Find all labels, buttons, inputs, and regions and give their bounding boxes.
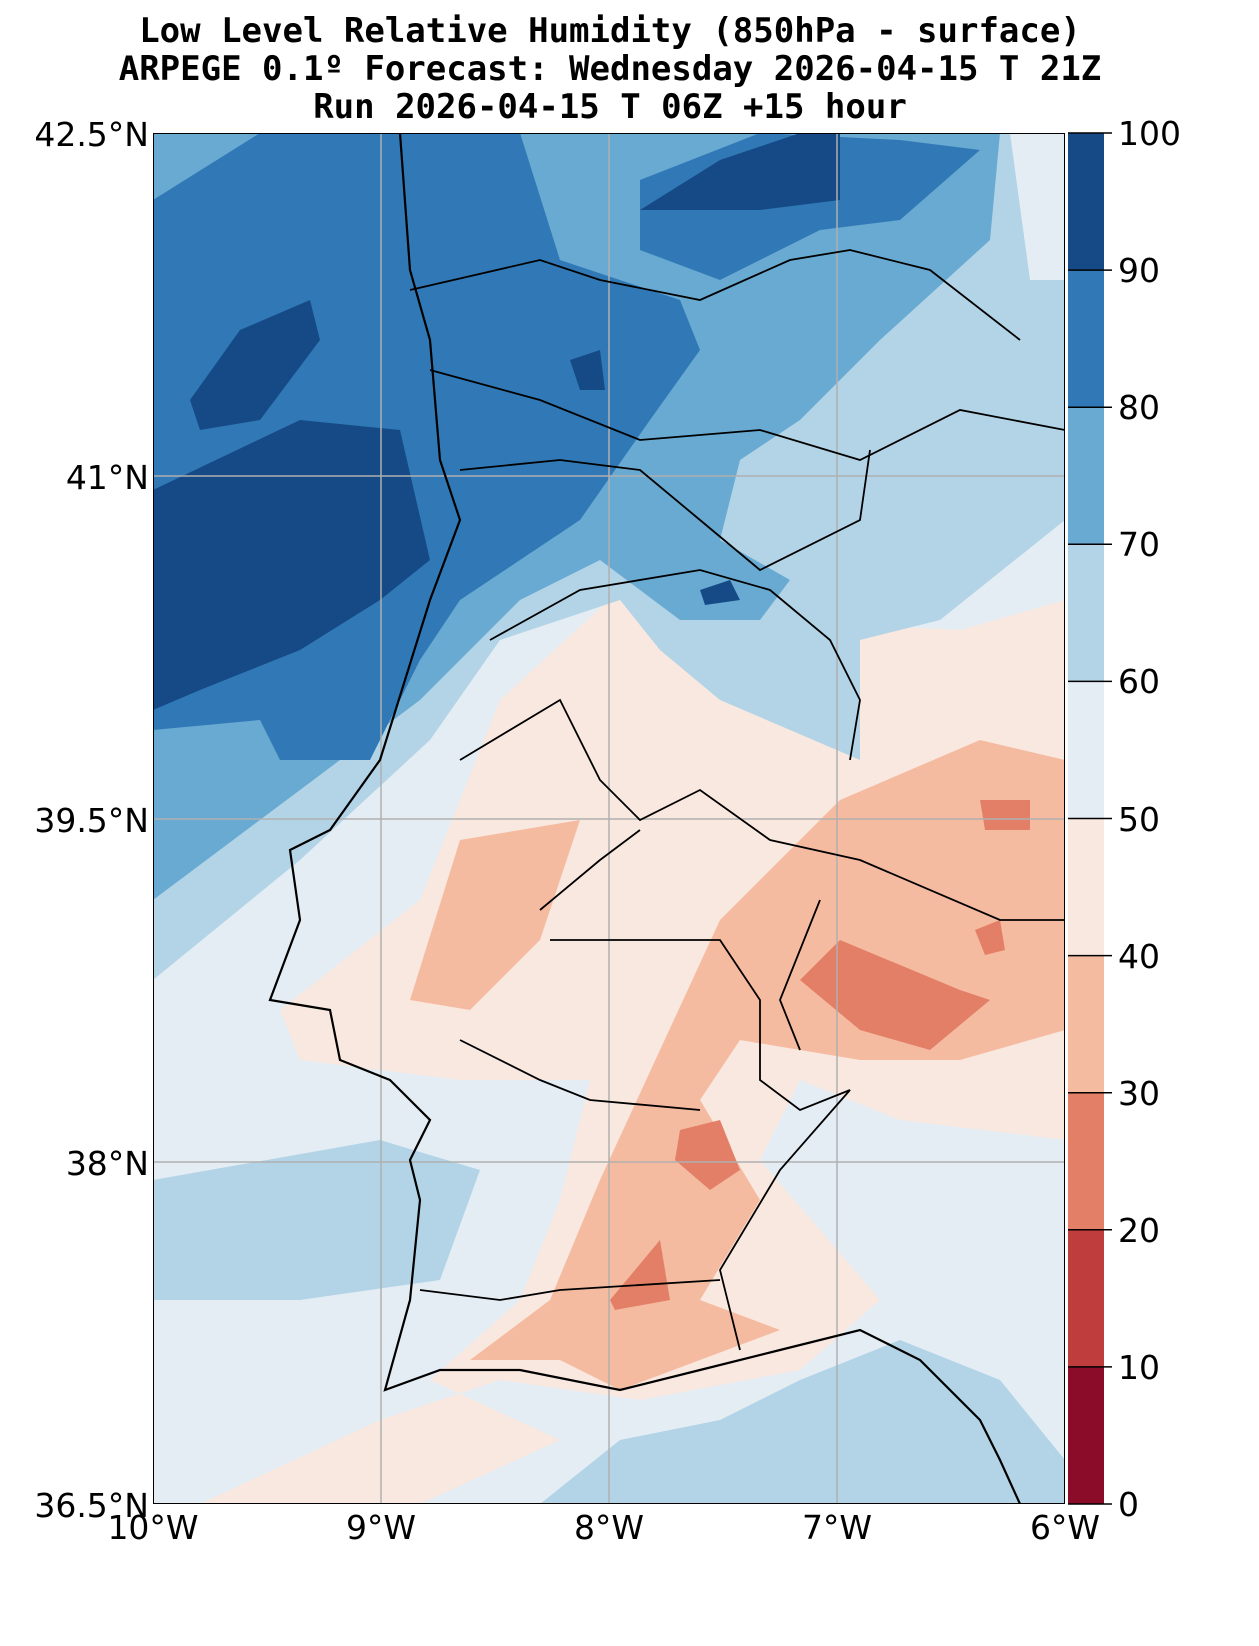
lon-tick: 8°W (573, 1508, 645, 1547)
colorbar-label: 70 (1118, 525, 1160, 565)
colorbar-label: 50 (1118, 799, 1160, 839)
colorbar-label: 100 (1118, 114, 1181, 153)
lon-tick: 7°W (801, 1508, 873, 1547)
colorbar-segment (1068, 955, 1104, 1094)
colorbar-segment (1068, 1229, 1104, 1368)
colorbar-segment (1068, 133, 1104, 271)
title-line-3: Run 2026-04-15 T 06Z +15 hour (313, 87, 907, 127)
lat-tick: 36.5°N (34, 1486, 149, 1525)
colorbar-segment (1068, 1092, 1104, 1231)
humidity-contours (153, 133, 1065, 1504)
gridlines (153, 133, 1065, 1504)
lat-tick: 39.5°N (34, 801, 149, 840)
lat-tick: 38°N (65, 1144, 149, 1183)
contour-20-30 (610, 800, 1030, 1310)
colorbar (1068, 132, 1112, 1505)
title-line-1: Low Level Relative Humidity (850hPa - su… (139, 11, 1081, 51)
coastline (268, 133, 1022, 1504)
colorbar-label: 20 (1118, 1210, 1160, 1250)
region-borders (409, 249, 1065, 1351)
colorbar-segment (1068, 270, 1104, 408)
lon-tick: 10°W (107, 1508, 199, 1547)
title-line-2: ARPEGE 0.1º Forecast: Wednesday 2026-04-… (118, 49, 1102, 89)
colorbar-label: 30 (1118, 1073, 1160, 1113)
colorbar-segment (1068, 818, 1104, 957)
lon-tick: 9°W (345, 1508, 417, 1547)
colorbar-label: 80 (1118, 388, 1160, 428)
colorbar-label: 60 (1118, 662, 1160, 702)
lat-tick: 41°N (65, 458, 149, 497)
colorbar-label: 40 (1118, 936, 1160, 976)
colorbar-label: 0 (1118, 1485, 1139, 1524)
lat-tick: 42.5°N (34, 115, 149, 154)
lon-tick: 6°W (1029, 1508, 1101, 1547)
colorbar-label: 10 (1118, 1347, 1160, 1387)
contour-90-100 (153, 133, 840, 710)
colorbar-segment (1068, 544, 1104, 682)
colorbar-segment (1068, 681, 1104, 819)
colorbar-segment (1068, 407, 1104, 545)
colorbar-label: 90 (1118, 251, 1160, 291)
contour-30-40 (410, 740, 1065, 1390)
colorbar-segment (1068, 1366, 1104, 1505)
